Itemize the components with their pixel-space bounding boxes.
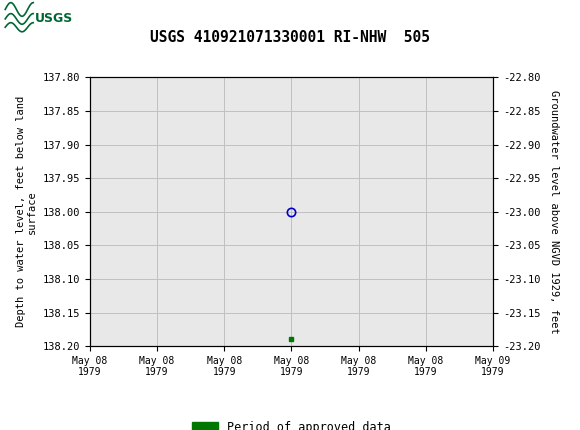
Text: USGS: USGS: [35, 12, 74, 25]
Legend: Period of approved data: Period of approved data: [187, 416, 396, 430]
Text: USGS 410921071330001 RI-NHW  505: USGS 410921071330001 RI-NHW 505: [150, 30, 430, 45]
Y-axis label: Depth to water level, feet below land
surface: Depth to water level, feet below land su…: [16, 96, 37, 327]
Bar: [5, 3, 71, 35]
Y-axis label: Groundwater level above NGVD 1929, feet: Groundwater level above NGVD 1929, feet: [549, 90, 559, 334]
